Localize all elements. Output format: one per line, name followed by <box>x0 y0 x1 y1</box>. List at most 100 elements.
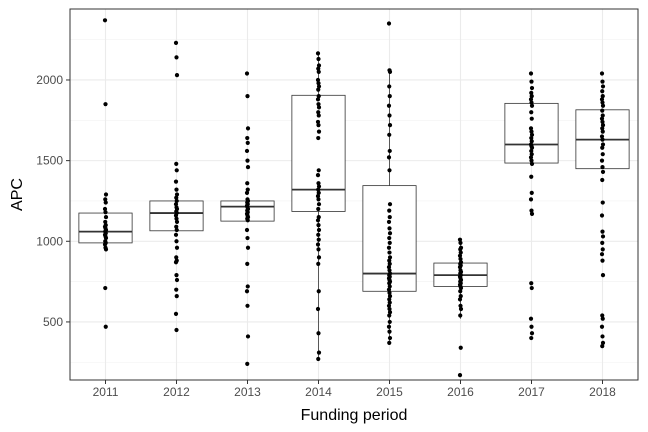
data-point <box>315 77 321 83</box>
data-point <box>174 195 179 200</box>
data-point <box>529 152 534 157</box>
data-point <box>174 73 180 78</box>
data-point <box>103 197 108 202</box>
data-point <box>316 232 321 237</box>
data-point <box>245 187 250 192</box>
data-point <box>245 158 250 163</box>
data-point <box>103 219 108 225</box>
data-point <box>458 313 463 318</box>
data-point <box>174 245 180 250</box>
data-point <box>316 214 321 220</box>
data-point <box>174 219 180 225</box>
data-point <box>457 373 463 378</box>
data-point <box>529 324 534 329</box>
data-point <box>315 51 321 56</box>
data-point <box>174 55 179 60</box>
data-point <box>387 335 393 341</box>
data-point <box>387 113 392 118</box>
data-point <box>529 110 534 115</box>
data-point <box>316 102 321 107</box>
data-point <box>245 126 251 131</box>
data-point <box>600 119 605 125</box>
data-point <box>599 252 605 257</box>
data-point <box>458 289 463 294</box>
data-point <box>529 331 535 336</box>
data-point <box>387 94 392 99</box>
data-point <box>458 285 464 291</box>
data-point <box>316 289 321 294</box>
data-point <box>387 281 392 286</box>
data-point <box>529 79 534 84</box>
data-point <box>245 284 250 289</box>
data-point <box>458 256 463 262</box>
data-point <box>600 258 605 263</box>
data-point <box>316 168 321 173</box>
data-point <box>103 210 108 215</box>
data-point <box>600 89 605 94</box>
data-point <box>173 202 179 207</box>
data-point <box>387 261 392 266</box>
data-point <box>600 142 606 147</box>
data-point <box>173 260 179 265</box>
data-point <box>245 303 250 308</box>
data-point <box>529 211 535 216</box>
data-point <box>103 324 108 329</box>
data-point <box>316 135 321 141</box>
data-point <box>387 294 393 299</box>
data-point <box>103 235 109 241</box>
data-point <box>600 316 605 321</box>
data-point <box>102 18 108 23</box>
data-point <box>457 297 463 302</box>
data-point <box>600 103 606 108</box>
data-point <box>600 344 605 349</box>
data-point <box>600 79 605 84</box>
x-tick-label: 2012 <box>163 385 190 399</box>
data-point <box>315 306 321 312</box>
data-point <box>387 284 392 289</box>
data-point <box>458 250 463 255</box>
data-point <box>316 81 321 86</box>
data-point <box>316 56 321 62</box>
data-point <box>599 213 605 218</box>
data-point <box>245 135 250 141</box>
data-point <box>103 214 109 220</box>
plot-panel <box>70 9 638 380</box>
y-tick-label: 2000 <box>36 73 63 87</box>
data-point <box>387 214 392 220</box>
data-point <box>245 361 250 366</box>
data-point <box>600 229 605 234</box>
data-point <box>600 313 605 318</box>
data-point <box>600 177 605 183</box>
data-point <box>174 216 179 221</box>
data-point <box>174 227 179 233</box>
y-tick-label: 500 <box>43 315 63 329</box>
data-point <box>244 227 250 233</box>
x-tick-label: 2018 <box>589 385 616 399</box>
data-point <box>174 239 179 244</box>
data-point <box>245 261 250 266</box>
data-point <box>600 100 605 105</box>
data-point <box>600 126 605 131</box>
data-point <box>529 161 535 166</box>
data-point <box>600 169 606 175</box>
data-point <box>529 132 535 137</box>
data-point <box>600 334 605 339</box>
data-point <box>528 155 534 160</box>
data-point <box>386 21 392 26</box>
data-point <box>387 310 393 315</box>
data-point <box>529 129 534 134</box>
data-point <box>245 164 251 170</box>
data-point <box>387 268 392 273</box>
data-point <box>600 108 605 113</box>
data-point <box>316 255 322 260</box>
data-point <box>316 247 321 252</box>
data-point <box>600 137 605 142</box>
data-point <box>245 140 250 145</box>
data-point <box>316 87 321 92</box>
data-point <box>529 335 534 341</box>
data-point <box>173 232 179 237</box>
data-point <box>386 155 392 160</box>
data-point <box>600 129 605 134</box>
data-point <box>529 190 534 195</box>
